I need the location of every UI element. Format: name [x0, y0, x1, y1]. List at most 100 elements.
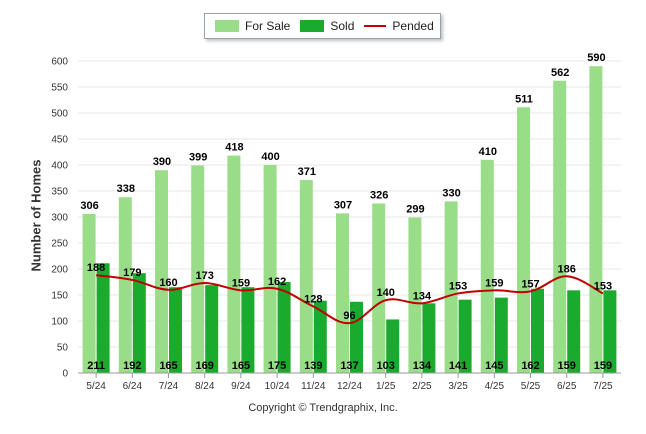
data-label-pended: 157 — [521, 278, 539, 290]
legend: For Sale Sold Pended — [204, 13, 441, 39]
y-axis-label: Number of Homes — [28, 159, 44, 272]
bar-sold — [169, 287, 182, 373]
y-tick-label: 400 — [51, 161, 68, 172]
data-label-for-sale: 410 — [479, 146, 497, 158]
bar-sold — [567, 290, 581, 373]
data-label-for-sale: 590 — [587, 52, 605, 64]
x-tick-label: 3/25 — [448, 381, 468, 392]
x-tick-label: 6/25 — [557, 381, 577, 392]
y-tick-label: 200 — [51, 265, 68, 276]
data-label-pended: 159 — [232, 277, 250, 289]
data-label-sold: 162 — [521, 360, 539, 372]
data-label-sold: 159 — [594, 360, 612, 372]
bar-sold — [494, 297, 508, 373]
pended-line — [95, 274, 604, 325]
y-tick-label: 600 — [51, 57, 68, 68]
data-label-pended: 128 — [304, 293, 322, 305]
bar-for-sale — [553, 80, 567, 373]
y-axis-ticks: 0 50 100 150 200 250 300 350 400 450 500 550 600 — [51, 57, 68, 380]
copyright: Copyright © Trendgraphix, Inc. — [248, 402, 398, 414]
y-tick-label: 0 — [62, 369, 68, 380]
x-tick-label: 9/24 — [231, 381, 251, 392]
bar-for-sale — [118, 197, 132, 373]
bar-for-sale — [263, 165, 277, 373]
series-pended — [95, 274, 604, 325]
legend-label-sold: Sold — [330, 19, 355, 33]
bar-for-sale — [191, 165, 205, 373]
data-label-pended: 179 — [123, 267, 141, 279]
bar-for-sale — [517, 107, 530, 373]
series-for-sale — [82, 66, 603, 373]
bar-for-sale — [372, 203, 386, 373]
data-label-sold: 141 — [449, 360, 467, 372]
data-label-for-sale: 306 — [80, 200, 98, 212]
y-tick-label: 300 — [51, 213, 68, 224]
bar-sold — [205, 285, 219, 373]
data-label-sold: 211 — [87, 360, 105, 372]
legend-swatch-for-sale — [215, 20, 239, 32]
bar-for-sale — [336, 213, 349, 373]
legend-item-for-sale[interactable]: For Sale — [215, 19, 290, 33]
data-label-pended: 140 — [377, 287, 395, 299]
x-tick-label: 6/24 — [123, 381, 143, 392]
data-label-pended: 160 — [159, 277, 177, 289]
bar-for-sale — [299, 180, 313, 373]
data-label-sold: 137 — [340, 360, 358, 372]
data-label-for-sale: 390 — [153, 156, 171, 168]
data-label-pended: 153 — [594, 280, 612, 292]
x-tick-label: 4/25 — [485, 381, 505, 392]
legend-swatch-pended — [364, 25, 387, 27]
bar-sold — [603, 290, 617, 373]
data-label-for-sale: 399 — [189, 152, 207, 164]
series-sold — [96, 263, 617, 373]
x-tick-label: 7/24 — [159, 381, 179, 392]
data-label-for-sale: 562 — [551, 67, 569, 79]
data-label-pended: 186 — [558, 263, 576, 275]
data-label-for-sale: 330 — [442, 187, 460, 199]
data-labels: 306 211 338 192 390 165 399 169 418 165 400 175 371 1… — [80, 52, 612, 372]
data-label-pended: 159 — [485, 277, 503, 289]
legend-swatch-sold — [300, 20, 325, 32]
legend-item-sold[interactable]: Sold — [300, 19, 354, 33]
data-label-for-sale: 511 — [515, 93, 533, 105]
data-label-for-sale: 338 — [117, 183, 135, 195]
data-label-pended: 173 — [196, 270, 214, 282]
y-tick-label: 250 — [51, 239, 68, 250]
legend-item-pended[interactable]: Pended — [364, 19, 434, 33]
bar-for-sale — [155, 170, 168, 373]
data-label-sold: 139 — [304, 360, 322, 372]
bar-for-sale — [480, 159, 494, 373]
bar-sold — [277, 282, 291, 373]
bar-sold — [132, 273, 146, 373]
bar-for-sale — [589, 66, 603, 373]
data-label-sold: 165 — [159, 360, 177, 372]
x-tick-label: 2/25 — [412, 381, 432, 392]
y-tick-label: 450 — [51, 135, 68, 146]
data-label-pended: 153 — [449, 280, 467, 292]
x-tick-label: 8/24 — [195, 381, 215, 392]
data-label-sold: 159 — [558, 360, 576, 372]
legend-label-pended: Pended — [392, 19, 434, 33]
y-tick-label: 150 — [51, 291, 68, 302]
data-label-for-sale: 307 — [334, 199, 352, 211]
data-label-for-sale: 299 — [406, 204, 424, 216]
data-label-for-sale: 371 — [298, 166, 316, 178]
bar-sold — [531, 288, 544, 373]
y-tick-label: 550 — [51, 83, 68, 94]
bar-sold — [241, 287, 255, 373]
data-label-sold: 169 — [196, 360, 214, 372]
bar-for-sale — [444, 201, 458, 373]
data-label-pended: 134 — [413, 290, 432, 302]
x-tick-label: 11/24 — [301, 381, 326, 392]
data-label-sold: 165 — [232, 360, 250, 372]
x-tick-label: 7/25 — [593, 381, 613, 392]
x-tick-label: 1/25 — [376, 381, 396, 392]
bar-sold — [313, 300, 327, 373]
data-label-sold: 103 — [377, 360, 395, 372]
y-tick-label: 50 — [57, 343, 69, 354]
data-label-for-sale: 418 — [225, 142, 243, 154]
bar-sold — [96, 263, 110, 373]
data-label-sold: 145 — [485, 360, 503, 372]
bar-sold — [386, 319, 400, 373]
